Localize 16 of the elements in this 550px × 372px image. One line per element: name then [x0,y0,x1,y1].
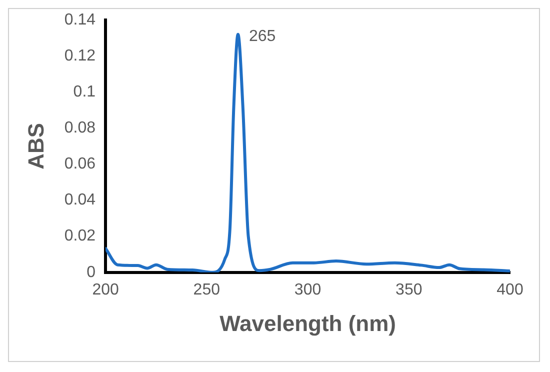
x-tick-label: 350 [396,281,422,298]
x-tick-label: 300 [294,281,322,298]
x-tick-label: 200 [92,281,119,298]
y-tick-label: 0 [86,264,96,281]
x-tick-label: 400 [496,281,524,298]
y-tick-label: 0.06 [64,156,96,173]
y-tick-label: 0.12 [64,47,96,64]
x-axis-title: Wavelength (nm) [220,310,396,336]
x-tick-label: 250 [193,281,220,298]
y-tick-label: 0.1 [73,84,96,101]
y-tick-label: 0.04 [64,192,96,209]
annotation: 265 [248,28,276,45]
y-axis-title: ABS [23,122,48,170]
y-tick-label: 0.14 [64,11,96,28]
y-tick-label: 0.02 [64,228,96,245]
y-tick-label: 0.08 [64,120,96,137]
